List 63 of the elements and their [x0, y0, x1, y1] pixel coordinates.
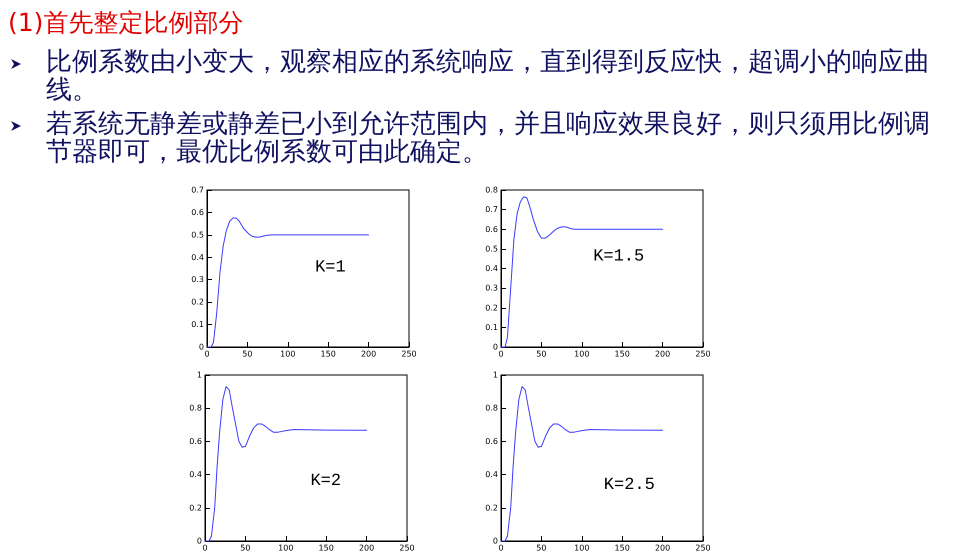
line-series: [500, 386, 664, 542]
y-tick-label: 0.4: [485, 264, 498, 273]
y-tick-label: 0: [492, 536, 498, 546]
y-tick-label: 0.2: [485, 503, 498, 512]
x-tick-label: 100: [574, 544, 590, 552]
annotation: K=2: [310, 472, 342, 492]
x-tick-label: 50: [240, 544, 250, 552]
y-tick-label: 0.2: [191, 298, 204, 307]
y-tick-label: 0.6: [191, 208, 204, 217]
y-tick-label: 1: [196, 370, 202, 380]
x-tick-label: 150: [318, 544, 334, 552]
x-tick-label: 250: [399, 544, 415, 552]
y-tick-label: 0.5: [191, 230, 204, 240]
y-tick-label: 1: [492, 370, 498, 380]
line-series: [206, 218, 370, 348]
y-tick-label: 0.2: [485, 303, 498, 312]
x-tick-label: 150: [320, 350, 336, 358]
y-tick-label: 0.7: [191, 186, 204, 194]
x-tick-label: 50: [536, 350, 546, 358]
x-tick-label: 150: [614, 544, 630, 552]
y-tick-label: 0.8: [485, 404, 498, 413]
y-tick-label: 0.4: [189, 470, 202, 480]
x-tick-label: 250: [695, 544, 711, 552]
y-tick-label: 0: [196, 536, 202, 546]
y-tick-label: 0: [198, 342, 204, 352]
y-tick-label: 0: [492, 342, 498, 352]
y-tick-label: 0.1: [485, 322, 498, 332]
y-tick-label: 0.2: [189, 503, 202, 512]
x-tick-label: 150: [614, 350, 630, 358]
y-tick-label: 0.6: [485, 224, 498, 234]
y-tick-label: 0.7: [485, 205, 498, 214]
y-tick-label: 0.5: [485, 244, 498, 254]
x-tick-label: 0: [498, 544, 504, 552]
x-tick-label: 0: [204, 350, 210, 358]
y-tick-label: 0.8: [485, 186, 498, 194]
x-tick-label: 200: [654, 350, 670, 358]
text: 若系统无静差或静差已小到允许范围内，并且响应效果良好，则只须用比例调节器即可，最优比例系数可由此确定。: [46, 109, 931, 167]
x-tick-label: 100: [280, 350, 296, 358]
y-tick-label: 0.6: [189, 436, 202, 446]
x-tick-label: 100: [574, 350, 590, 358]
x-tick-label: 200: [360, 350, 376, 358]
x-tick-label: 50: [536, 544, 546, 552]
x-tick-label: 200: [654, 544, 670, 552]
text: (1)首先整定比例部分: [8, 7, 244, 39]
line-series: [500, 196, 664, 348]
x-tick-label: 200: [358, 544, 374, 552]
x-tick-label: 50: [242, 350, 252, 358]
y-tick-label: 0.3: [485, 284, 498, 293]
y-tick-label: 0.3: [191, 275, 204, 284]
y-tick-label: 0.4: [485, 470, 498, 480]
x-tick-label: 0: [498, 350, 504, 358]
annotation: K=1.5: [593, 248, 644, 267]
annotation: K=1: [315, 258, 346, 278]
y-tick-label: 0.1: [191, 320, 204, 330]
y-tick-label: 0.6: [485, 436, 498, 446]
x-tick-label: 250: [401, 350, 417, 358]
line-series: [204, 386, 368, 542]
y-tick-label: 0.8: [189, 404, 202, 413]
y-tick-label: 0.4: [191, 252, 204, 262]
x-tick-label: 100: [278, 544, 294, 552]
x-tick-label: 250: [695, 350, 711, 358]
text: 比例系数由小变大，观察相应的系统响应，直到得到反应快，超调小的响应曲线。: [46, 47, 931, 105]
annotation: K=2.5: [604, 476, 655, 495]
